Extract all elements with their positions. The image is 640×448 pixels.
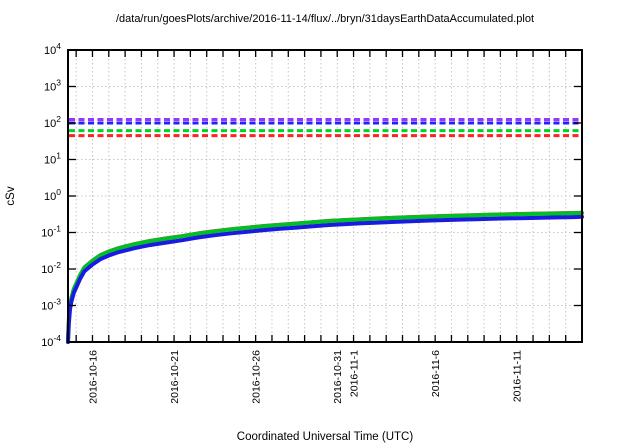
y-tick-label: 10-2 — [41, 260, 61, 276]
x-axis-label: Coordinated Universal Time (UTC) — [237, 431, 414, 443]
x-tick-label: 2016-10-16 — [87, 350, 99, 404]
y-tick-label: 10-1 — [41, 224, 61, 240]
y-tick-label: 102 — [44, 114, 61, 130]
y-tick-label: 10-3 — [41, 297, 61, 313]
y-tick-label: 101 — [44, 151, 61, 167]
y-tick-label: 104 — [44, 41, 61, 57]
x-tick-label: 2016-10-21 — [169, 350, 181, 404]
y-tick-label: 100 — [44, 187, 61, 203]
accumulated-dose-red — [66, 210, 584, 342]
x-tick-label: 2016-10-31 — [332, 350, 344, 404]
y-axis-label: cSv — [5, 186, 17, 205]
y-tick-label: 103 — [44, 78, 61, 94]
plot-border — [67, 49, 583, 343]
chart-title: /data/run/goesPlots/archive/2016-11-14/f… — [116, 13, 534, 25]
x-tick-label: 2016-11-6 — [430, 350, 442, 397]
x-tick-label: 2016-10-26 — [251, 350, 263, 404]
x-tick-label: 2016-11-1 — [349, 350, 361, 397]
accumulated-dose-green — [66, 210, 584, 344]
y-tick-label: 10-4 — [41, 333, 61, 349]
x-tick-label: 2016-11-11 — [512, 350, 524, 402]
accumulated-dose-blue — [66, 214, 584, 344]
